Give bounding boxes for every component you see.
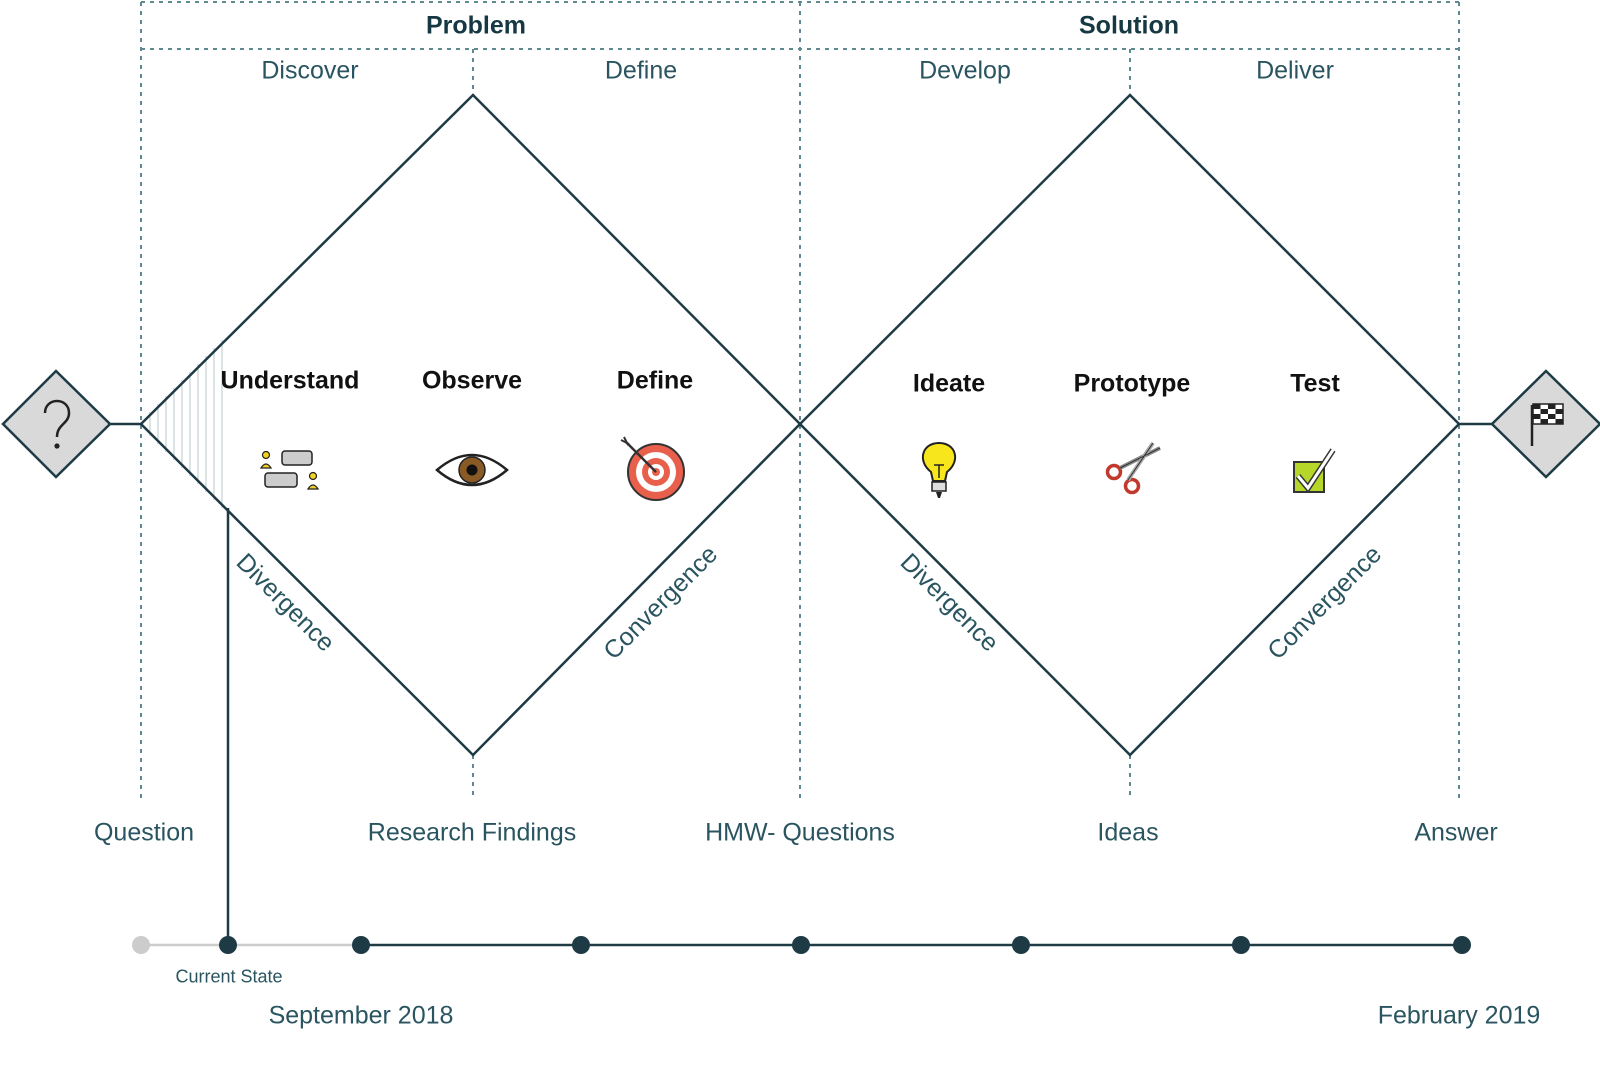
stage-label-discover: Discover: [261, 56, 359, 85]
step-label-observe: Observe: [421, 366, 523, 395]
timeline-end-node: [1453, 936, 1471, 954]
current-progress-hatch: [149, 340, 223, 508]
timeline-node: [792, 936, 810, 954]
step-label-understand: Understand: [220, 366, 360, 395]
output-label-research-findings: Research Findings: [367, 818, 577, 847]
question-mark-icon: [1, 369, 112, 479]
phase-header-frame: [140, 1, 1460, 800]
step-label-define: Define: [616, 366, 694, 395]
phase-title-solution: Solution: [1079, 11, 1179, 40]
target-icon: [620, 436, 685, 501]
timeline-node: [572, 936, 590, 954]
current-state-node: [219, 936, 237, 954]
eye-icon: [435, 453, 509, 487]
timeline-node: [1012, 936, 1030, 954]
timeline: [132, 508, 1471, 954]
output-label-question: Question: [93, 818, 195, 847]
timeline-start-date: September 2018: [268, 1001, 454, 1030]
stage-label-deliver: Deliver: [1256, 56, 1334, 85]
checkered-flag-icon: [1490, 369, 1600, 479]
people-chat-icon: [259, 450, 320, 490]
lightbulb-icon: [921, 441, 957, 498]
stage-label-develop: Develop: [919, 56, 1011, 85]
timeline-start-node: [132, 936, 150, 954]
output-label-answer: Answer: [1414, 818, 1498, 847]
step-label-ideate: Ideate: [912, 369, 986, 398]
timeline-node: [1232, 936, 1250, 954]
problem-diamond: [139, 93, 802, 757]
scissors-icon: [1105, 441, 1161, 495]
output-label-hmw-questions: HMW- Questions: [705, 818, 895, 847]
step-label-prototype: Prototype: [1073, 369, 1191, 398]
phase-title-problem: Problem: [425, 11, 527, 40]
step-label-test: Test: [1290, 369, 1340, 398]
stage-label-define: Define: [604, 56, 678, 85]
solution-diamond: [798, 93, 1461, 757]
timeline-end-date: February 2019: [1377, 1001, 1541, 1030]
current-state-label: Current State: [175, 966, 283, 987]
timeline-node: [352, 936, 370, 954]
checkbox-icon: [1293, 448, 1336, 494]
output-label-ideas: Ideas: [1097, 818, 1159, 847]
